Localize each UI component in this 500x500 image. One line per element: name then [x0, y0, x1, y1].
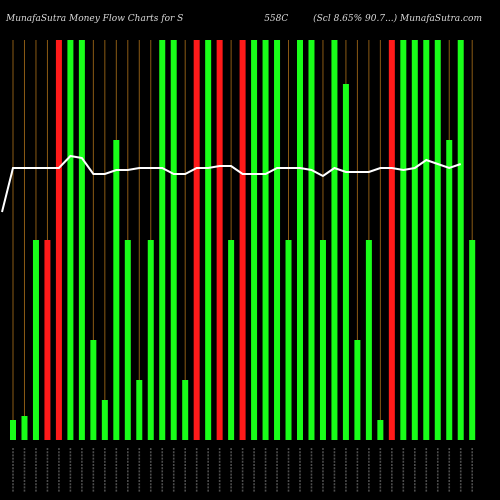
- flow-bar: [228, 240, 235, 440]
- flow-bar: [319, 240, 326, 440]
- flow-bar: [400, 40, 407, 440]
- flow-bar: [124, 240, 131, 440]
- flow-bar: [55, 40, 62, 440]
- x-tick-labels: [12, 448, 474, 492]
- flow-bar: [10, 420, 16, 440]
- flow-bar: [377, 420, 384, 440]
- chart-title: MunafaSutra Money Flow Charts for S 558C: [6, 14, 288, 24]
- flow-bar: [446, 140, 453, 440]
- flow-bar: [90, 340, 97, 440]
- flow-bar: [308, 40, 315, 440]
- flow-bar: [67, 40, 74, 440]
- flow-bar: [32, 240, 39, 440]
- flow-bar: [147, 240, 154, 440]
- flow-bar: [21, 416, 28, 440]
- flow-bar: [205, 40, 212, 440]
- flow-bar: [457, 40, 464, 440]
- flow-bar: [434, 40, 441, 440]
- flow-bar: [274, 40, 281, 440]
- flow-bar: [411, 40, 418, 440]
- flow-bar: [354, 340, 361, 440]
- flow-bar: [331, 40, 338, 440]
- chart-title-left: MunafaSutra Money Flow Charts for S: [6, 14, 184, 24]
- flow-bar: [44, 240, 51, 440]
- flow-bar: [113, 140, 120, 440]
- bars: [10, 40, 476, 440]
- flow-bar: [216, 40, 223, 440]
- flow-bar: [423, 40, 430, 440]
- flow-bar: [101, 400, 108, 440]
- flow-bar: [365, 240, 372, 440]
- flow-bar: [239, 40, 246, 440]
- chart-title-mid: 558C: [264, 14, 289, 24]
- flow-bar: [342, 84, 349, 440]
- flow-bar: [136, 380, 143, 440]
- flow-bar: [182, 380, 189, 440]
- flow-bar: [262, 40, 269, 440]
- flow-bar: [388, 40, 395, 440]
- chart-title-right: (Scl 8.65% 90.7...) MunafaSutra.com: [313, 14, 482, 24]
- money-flow-line: [1, 154, 462, 213]
- flow-bar: [170, 40, 177, 440]
- flow-bar: [251, 40, 258, 440]
- flow-bar: [285, 240, 292, 440]
- flow-bar: [469, 240, 476, 440]
- flow-bar: [78, 40, 85, 440]
- flow-bar: [193, 40, 200, 440]
- flow-bar: [297, 40, 303, 440]
- flow-bar: [159, 40, 166, 440]
